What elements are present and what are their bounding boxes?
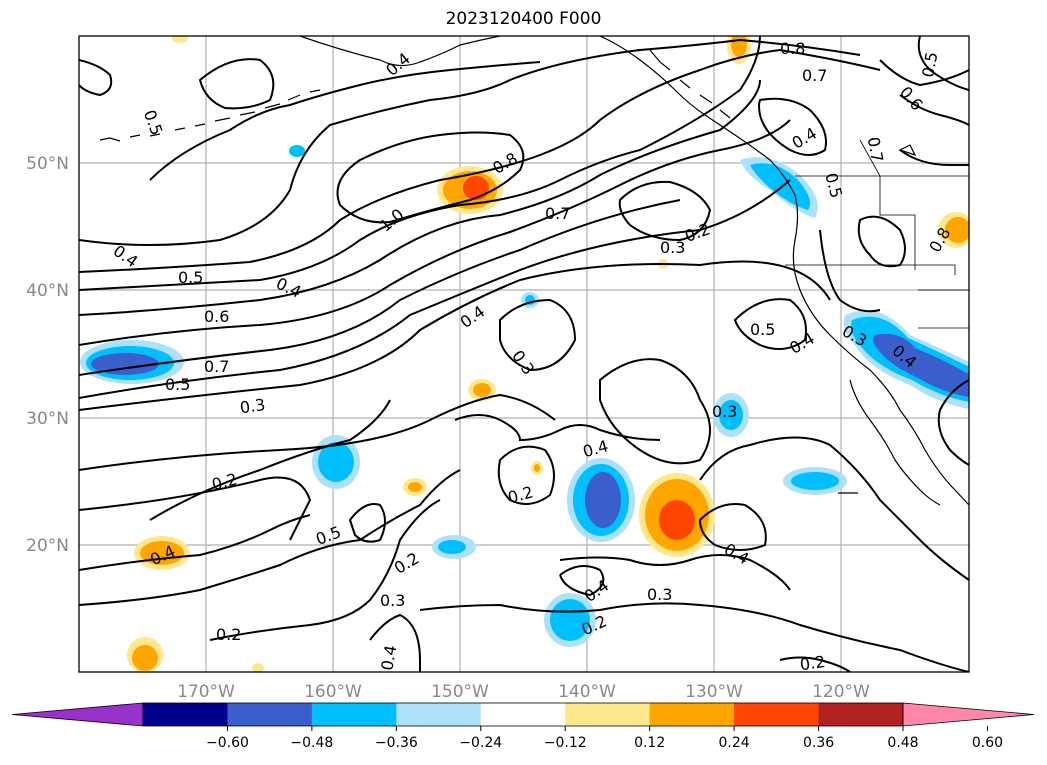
contour-label: 0.5: [750, 320, 775, 339]
contour-label: 0.5: [821, 171, 846, 201]
lon-tick-label: 150°W: [431, 682, 489, 702]
contour-label: 0.4: [377, 644, 400, 672]
positive-anomaly-patch: [252, 663, 264, 672]
positive-anomaly-patch: [172, 36, 188, 43]
contour-label: 0.4: [581, 436, 611, 461]
contour-label: 0.5: [140, 107, 167, 137]
negative-anomaly-patch: [550, 599, 590, 641]
positive-anomaly-patch: [945, 217, 969, 243]
colorbar-tick-label: −0.60: [206, 735, 249, 751]
contour-label: 0.3: [712, 402, 737, 421]
negative-anomaly-patch: [289, 145, 305, 157]
contour-label: 0.3: [508, 347, 538, 379]
negative-anomaly-patch: [791, 472, 839, 490]
contour-lines: [79, 36, 969, 672]
negative-anomaly-patch: [750, 163, 811, 210]
contour-label: 0.5: [918, 50, 941, 78]
contour-label: 0.7: [204, 357, 229, 376]
colorbar: −0.60 −0.48 −0.36 −0.24 −0.12 0.12 0.24 0.36 0.4…: [11, 702, 1035, 751]
colorbar-tick-label: 0.48: [887, 735, 918, 751]
colorbar-tick-label: 0.60: [972, 735, 1003, 751]
colorbar-tick-label: 0.36: [803, 735, 834, 751]
colorbar-segment: [818, 703, 904, 726]
contour-label: 0.5: [165, 375, 190, 394]
lon-tick-label: 160°W: [304, 682, 362, 702]
positive-anomaly-patch: [132, 645, 158, 671]
contour-label: 0.4: [721, 539, 753, 568]
negative-anomaly-patch: [873, 333, 969, 398]
lat-tick-label: 50°N: [26, 154, 69, 174]
anomaly-shading: [80, 36, 969, 672]
colorbar-segment: [227, 703, 313, 726]
colorbar-tick-label: −0.12: [544, 735, 587, 751]
contour-label: 0.3: [660, 238, 685, 257]
colorbar-extend-low: [11, 702, 144, 727]
contour-label: 0.7: [864, 135, 887, 163]
positive-anomaly-patch: [534, 464, 540, 472]
map-title: 2023120400 F000: [445, 9, 602, 29]
colorbar-segment: [480, 703, 566, 726]
positive-anomaly-patch: [731, 36, 747, 57]
contour-label: 0.2: [210, 469, 240, 494]
lon-tick-label: 170°W: [177, 682, 235, 702]
positive-anomaly-patch: [408, 482, 422, 492]
negative-anomaly-patch: [91, 353, 159, 375]
lon-tick-label: 140°W: [558, 682, 616, 702]
colorbar-extend-high: [902, 702, 1035, 727]
borders: [785, 139, 969, 329]
negative-anomaly-patch: [585, 472, 621, 528]
lat-tick-label: 30°N: [26, 409, 69, 429]
contour-label: 1.0: [376, 205, 408, 236]
positive-anomaly-patch: [463, 176, 489, 200]
contour-label: 0.4: [786, 329, 818, 358]
colorbar-tick-label: −0.24: [459, 735, 502, 751]
colorbar-tick-label: 0.12: [634, 735, 665, 751]
coastlines: [99, 36, 969, 506]
contour-label: 0.7: [802, 66, 827, 85]
colorbar-frame: [142, 702, 904, 727]
colorbar-tick-label: 0.24: [719, 735, 750, 751]
contour-label: 0.8: [780, 39, 805, 58]
lat-tick-label: 40°N: [26, 281, 69, 301]
colorbar-tick-label: −0.48: [290, 735, 333, 751]
latitude-axis: 50°N 40°N 30°N 20°N: [26, 154, 69, 556]
colorbar-segment: [734, 703, 820, 726]
colorbar-segment: [311, 703, 397, 726]
colorbar-segment: [649, 703, 735, 726]
lat-tick-label: 20°N: [26, 536, 69, 556]
positive-anomaly-patch: [473, 383, 491, 397]
map-frame: [78, 35, 970, 673]
negative-anomaly-patch: [318, 442, 354, 482]
colorbar-segment: [396, 703, 482, 726]
contour-label: 0.3: [239, 395, 267, 417]
colorbar-segment: [565, 703, 651, 726]
contour-label: 0.2: [799, 652, 827, 674]
colorbar-segment: [143, 703, 228, 726]
contour-label: 0.2: [682, 219, 712, 246]
negative-anomaly-patch: [438, 540, 466, 554]
contour-label: 0.4: [789, 123, 821, 152]
contour-label: 0.7: [545, 204, 570, 223]
lon-tick-label: 120°W: [812, 682, 870, 702]
contour-label: 0.2: [216, 625, 241, 644]
map-area: 0.5 0.4 0.8 0.7 0.5 0.6 0.4 0.7 0.5 1.0 …: [79, 36, 969, 674]
contour-label: 0.6: [204, 307, 229, 326]
positive-anomaly-patch: [659, 500, 695, 540]
contour-label: 0.3: [647, 585, 672, 604]
lon-tick-label: 130°W: [685, 682, 743, 702]
colorbar-tick-label: −0.36: [375, 735, 418, 751]
longitude-axis: 170°W 160°W 150°W 140°W 130°W 120°W: [177, 682, 870, 702]
contour-label: 0.3: [380, 591, 405, 610]
negative-anomaly-patch: [719, 400, 743, 430]
contour-label: 0.5: [178, 268, 203, 287]
